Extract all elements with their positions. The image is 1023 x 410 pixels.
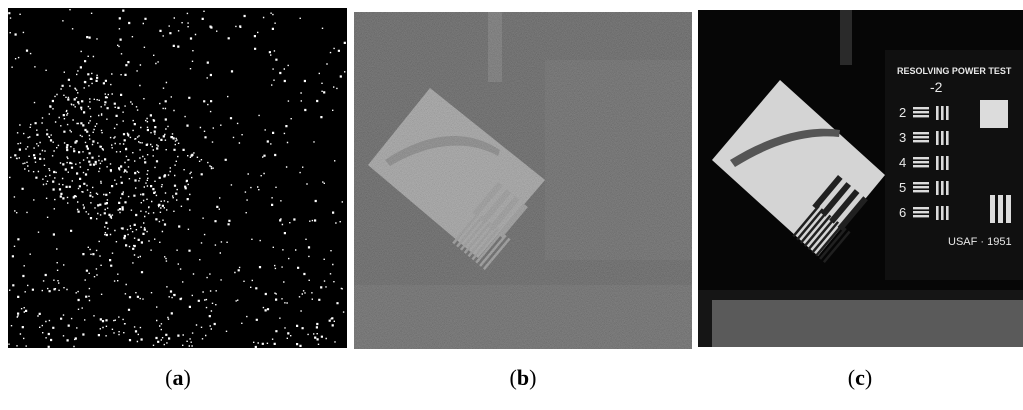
caption-prefix: ( [510,365,517,390]
chart-bar [913,182,929,184]
panel-c-ledge [712,300,1023,347]
chart-bar [941,106,944,120]
target-row-number: 3 [899,130,906,145]
chart-bar [936,131,939,145]
chart-bar [990,195,995,223]
chart-bar [946,181,949,195]
target-row-number: 2 [899,105,906,120]
chart-bar [913,107,929,109]
caption: (a) [165,365,191,390]
caption-suffix: ) [184,365,191,390]
chart-bar [946,156,949,170]
target-row-number: 4 [899,155,906,170]
target-row-number: 5 [899,180,906,195]
panel-c-post [840,10,852,65]
chart-bar [936,206,939,220]
target-row-number: 6 [899,205,906,220]
panel-a-image [8,8,347,348]
page: RESOLVING POWER TEST -2 2 3 4 5 6 USAF · 195… [0,0,1023,410]
caption-letter: a [173,365,184,390]
chart-bar [936,181,939,195]
caption-suffix: ) [529,365,536,390]
chart-bar [941,156,944,170]
panel-b-image [354,12,692,349]
panel-b-noise [354,12,692,349]
target-footer: USAF · 1951 [948,236,1012,248]
caption: (c) [848,365,872,390]
chart-bar [941,181,944,195]
figure: RESOLVING POWER TEST -2 2 3 4 5 6 USAF · 195… [0,0,1023,410]
chart-bar [913,140,929,142]
caption: (b) [510,365,537,390]
chart-bar [913,136,929,138]
chart-bar [913,111,929,113]
chart-bar [913,161,929,163]
chart-bar [913,211,929,213]
caption-letter: b [517,365,529,390]
chart-bar [913,115,929,117]
chart-bar [913,186,929,188]
chart-bar [936,106,939,120]
caption-letter: c [855,365,865,390]
caption-prefix: ( [165,365,172,390]
chart-bar [946,106,949,120]
chart-bar [913,190,929,192]
chart-bar [913,157,929,159]
chart-bar [913,215,929,217]
caption-suffix: ) [865,365,872,390]
chart-bar [946,131,949,145]
chart-bar [913,132,929,134]
chart-bar [946,206,949,220]
chart-bar [941,131,944,145]
panel-c-image: RESOLVING POWER TEST -2 2 3 4 5 6 USAF · 195… [698,10,1023,347]
chart-bar [998,195,1003,223]
chart-bar [1006,195,1011,223]
chart-bar [941,206,944,220]
chart-bar [936,156,939,170]
chart-bar [913,165,929,167]
target-title: RESOLVING POWER TEST [897,66,1012,76]
chart-bar [913,207,929,209]
caption-prefix: ( [848,365,855,390]
chart-square [980,100,1008,128]
target-group: -2 [930,79,943,95]
